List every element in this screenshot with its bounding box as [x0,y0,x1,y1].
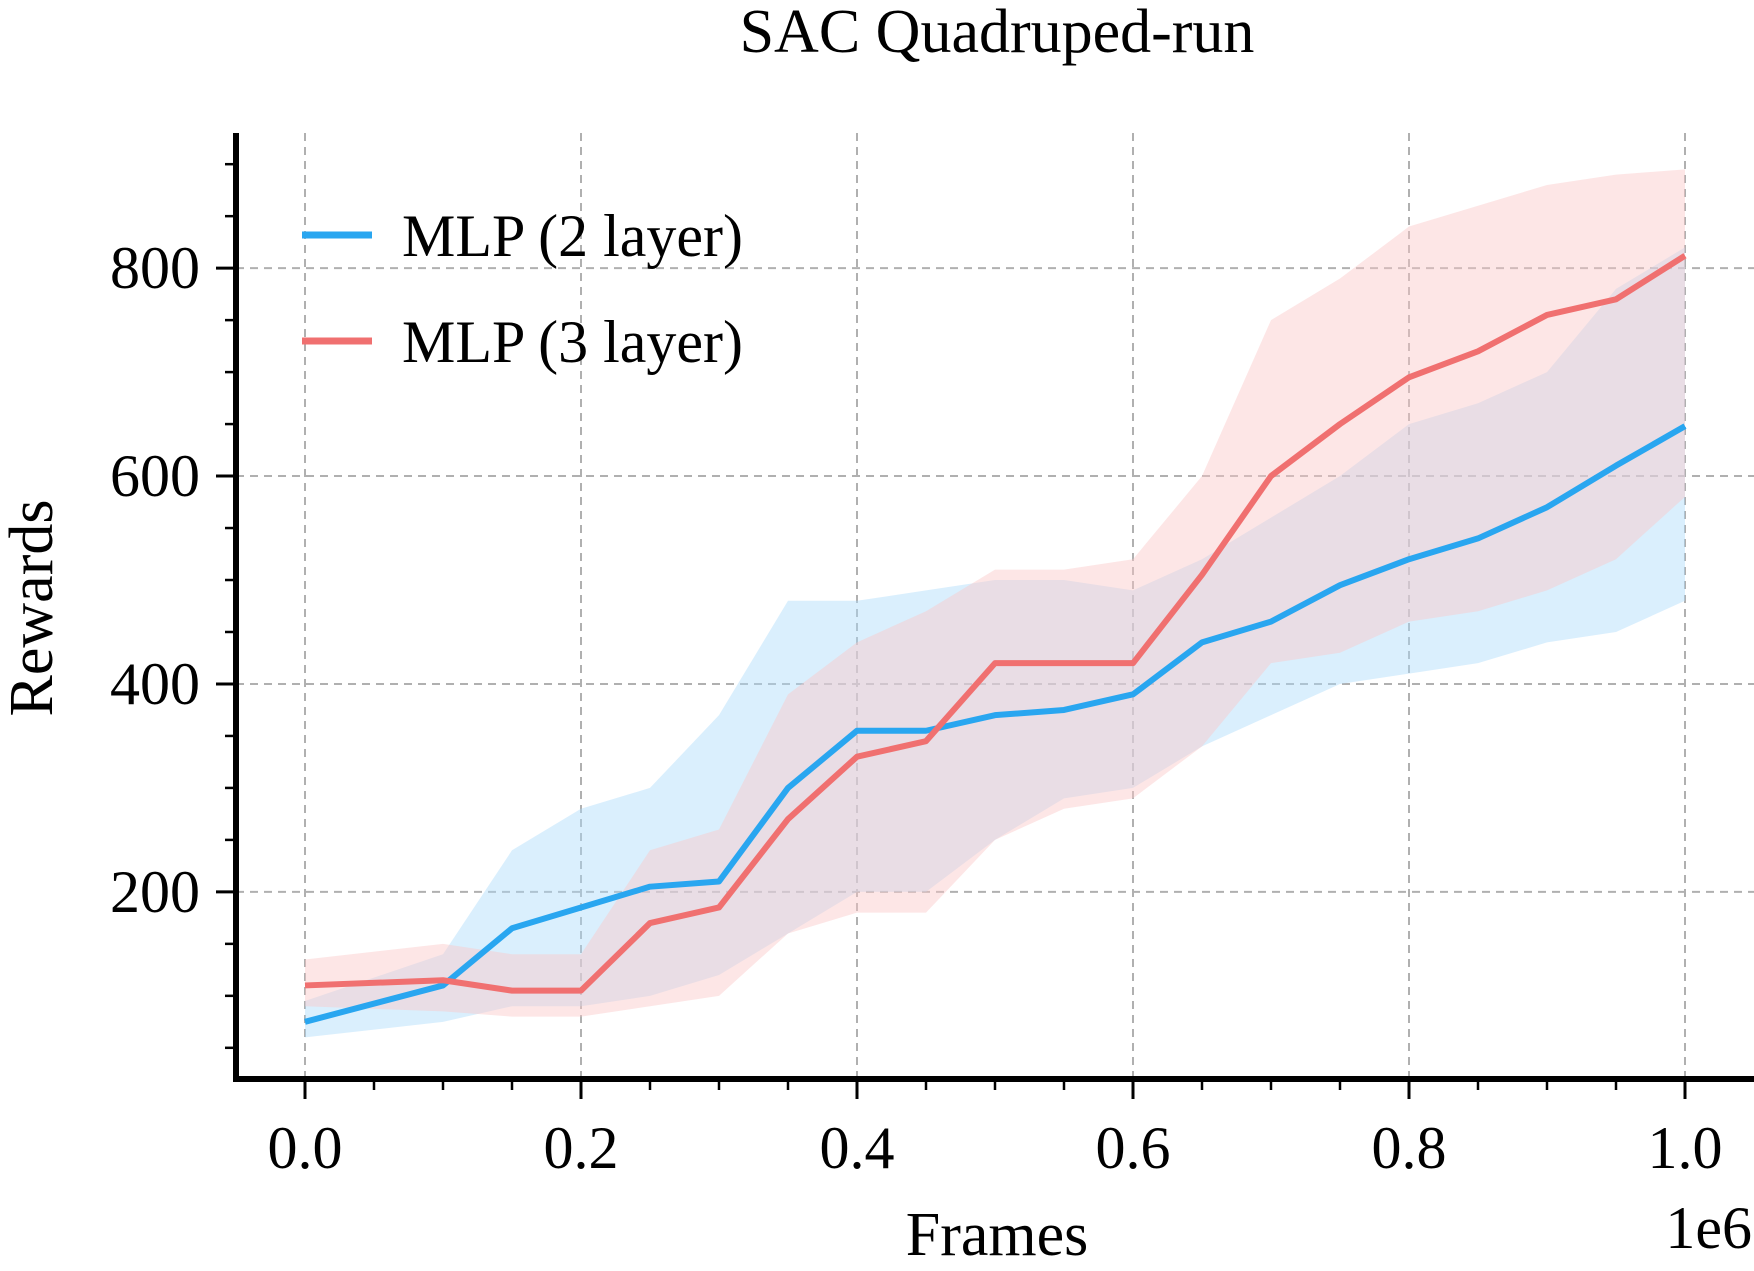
legend-label-mlp-3-layer: MLP (3 layer) [402,309,743,375]
x-offset-label: 1e6 [1665,1195,1752,1261]
x-axis-label: Frames [906,1201,1089,1269]
x-tick-label-0: 0.0 [268,1115,343,1181]
confidence-bands [305,169,1685,1038]
chart-title: SAC Quadruped-run [740,0,1255,66]
legend-label-mlp-2-layer: MLP (2 layer) [402,203,743,269]
y-tick-label-2: 600 [110,443,200,509]
x-tick-label-1: 0.2 [544,1115,619,1181]
x-tick-label-4: 0.8 [1372,1115,1447,1181]
y-tick-label-3: 800 [110,235,200,301]
y-tick-label-1: 400 [110,651,200,717]
y-tick-label-0: 200 [110,859,200,925]
x-tick-label-3: 0.6 [1096,1115,1171,1181]
series-lines [304,253,1687,1025]
band-series-1 [305,169,1685,1017]
grid [236,133,1754,1079]
x-tick-label-2: 0.4 [820,1115,895,1181]
axes [216,133,1754,1099]
line-series-1 [304,253,1687,994]
line-series-0 [304,423,1687,1025]
y-axis-label: Rewards [0,500,66,717]
x-tick-label-5: 1.0 [1648,1115,1723,1181]
band-series-0 [305,247,1685,1038]
legend: MLP (2 layer) MLP (3 layer) [302,203,743,375]
tick-labels: 0.0 0.2 0.4 0.6 0.8 1.0 200 400 600 800 [110,235,1723,1181]
